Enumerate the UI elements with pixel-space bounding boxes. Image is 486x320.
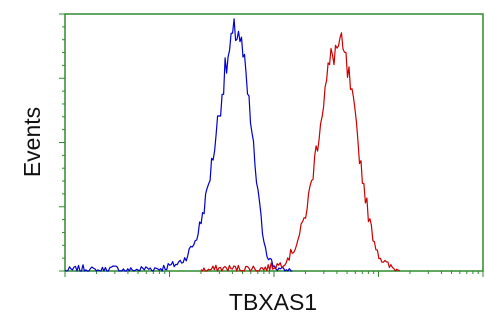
axis-ticks: [59, 13, 484, 277]
y-axis-label: Events: [19, 107, 45, 177]
histogram-series-1: [64, 18, 293, 272]
histogram-series-2: [200, 32, 401, 272]
series-layer: [64, 18, 401, 272]
plot-frame: [64, 13, 484, 272]
x-axis-label: TBXAS1: [229, 289, 317, 315]
